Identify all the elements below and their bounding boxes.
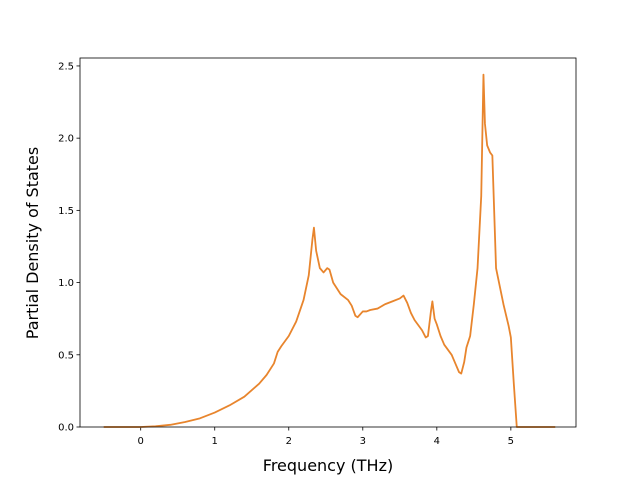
x-tick-label: 5 [508, 436, 514, 447]
x-axis-label: Frequency (THz) [263, 456, 393, 475]
plot-frame [79, 57, 577, 428]
y-tick-label: 1.0 [58, 278, 74, 289]
y-tick-label: 2.5 [58, 61, 74, 72]
x-tick-label: 4 [434, 436, 440, 447]
x-tick-label: 3 [360, 436, 366, 447]
data-line [103, 73, 556, 428]
y-tick-label: 0.0 [58, 423, 74, 434]
y-tick-label: 1.5 [58, 206, 74, 217]
x-tick-label: 1 [212, 436, 218, 447]
y-tick-label: 0.5 [58, 350, 74, 361]
y-tick-label: 2.0 [58, 134, 74, 145]
y-axis-label: Partial Density of States [23, 147, 42, 339]
x-tick-label: 2 [286, 436, 292, 447]
x-tick-label: 0 [138, 436, 144, 447]
